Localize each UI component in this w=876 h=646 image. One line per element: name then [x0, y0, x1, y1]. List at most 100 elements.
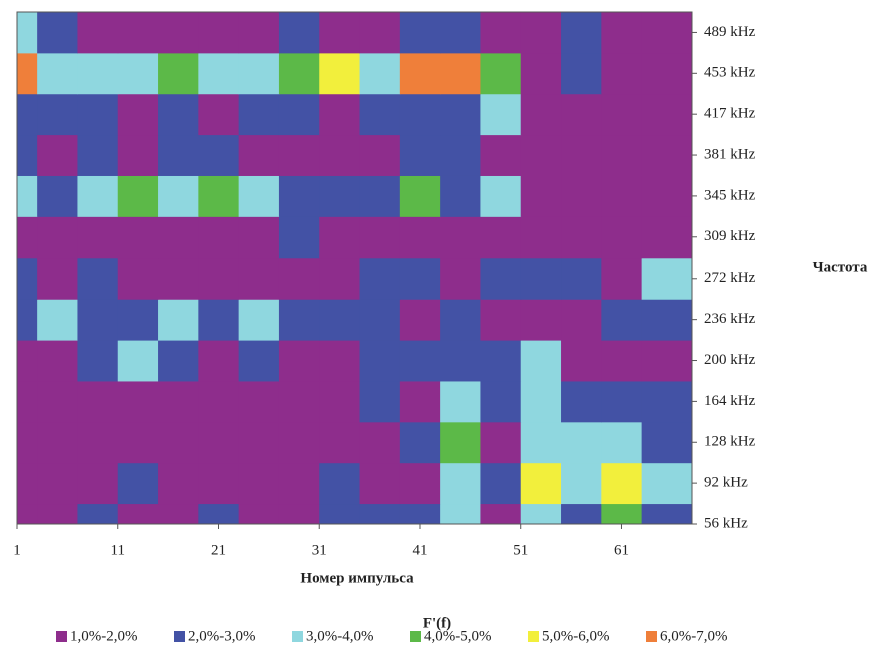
heat-cell: [601, 380, 643, 423]
heat-cell: [601, 12, 643, 54]
heat-cell: [319, 257, 361, 300]
heat-cell: [158, 175, 199, 217]
heat-cell: [601, 134, 643, 176]
heat-cell: [440, 380, 481, 423]
heat-cell: [158, 134, 199, 176]
y-tick-label: 453 kHz: [704, 65, 756, 81]
heat-cell: [319, 503, 361, 524]
heat-cell: [117, 257, 159, 300]
heat-cell: [359, 93, 401, 136]
heat-cell: [17, 380, 38, 423]
legend-label: 3,0%-4,0%: [306, 628, 374, 644]
heat-cell: [520, 52, 562, 95]
heat-cell: [399, 175, 441, 217]
heat-cell: [278, 93, 320, 136]
legend-swatch: [56, 631, 67, 642]
heat-cell: [77, 175, 119, 217]
heat-cell: [561, 380, 602, 423]
heat-cell: [601, 52, 643, 95]
heat-cell: [601, 340, 643, 382]
heat-cell: [77, 380, 119, 423]
heat-cell: [480, 93, 522, 136]
heat-cell: [641, 175, 692, 217]
heat-cell: [399, 52, 441, 95]
heat-cell: [480, 257, 522, 300]
heat-cell: [37, 257, 78, 300]
heat-cell: [117, 175, 159, 217]
heat-cell: [480, 216, 522, 259]
heat-cell: [561, 299, 602, 341]
heat-cell: [440, 299, 481, 341]
heat-cell: [641, 257, 692, 300]
heat-cell: [198, 12, 240, 54]
heat-cell: [238, 380, 280, 423]
heat-cell: [158, 299, 199, 341]
heat-cell: [319, 12, 361, 54]
heat-cell: [319, 340, 361, 382]
x-tick-label: 21: [211, 542, 226, 558]
heat-cell: [359, 257, 401, 300]
heat-cell: [399, 340, 441, 382]
heat-cell: [561, 340, 602, 382]
heat-cell: [117, 12, 159, 54]
heat-cell: [117, 380, 159, 423]
heat-cell: [480, 421, 522, 464]
heat-cell: [77, 257, 119, 300]
heat-cell: [17, 216, 38, 259]
heat-cell: [601, 175, 643, 217]
heat-cell: [601, 257, 643, 300]
heat-cell: [17, 503, 38, 524]
heat-cell: [117, 134, 159, 176]
y-tick-label: 92 kHz: [704, 475, 748, 491]
y-tick-label: 200 kHz: [704, 352, 756, 368]
heat-cell: [641, 340, 692, 382]
heat-cell: [198, 52, 240, 95]
heat-cell: [641, 421, 692, 464]
heat-cell: [561, 216, 602, 259]
legend-label: 1,0%-2,0%: [70, 628, 138, 644]
legend-label: 5,0%-6,0%: [542, 628, 610, 644]
x-tick-label: 31: [312, 542, 327, 558]
heat-cell: [641, 503, 692, 524]
legend-label: 6,0%-7,0%: [660, 628, 728, 644]
heat-cell: [198, 175, 240, 217]
heat-cell: [399, 134, 441, 176]
heat-cell: [359, 380, 401, 423]
legend-title: F'(f): [423, 615, 451, 631]
heat-cell: [37, 380, 78, 423]
heat-cell: [601, 299, 643, 341]
heat-cell: [278, 340, 320, 382]
heat-cell: [641, 134, 692, 176]
heat-cell: [238, 52, 280, 95]
heat-cell: [480, 462, 522, 505]
heat-cell: [520, 12, 562, 54]
heat-cell: [520, 421, 562, 464]
heat-cell: [561, 462, 602, 505]
heat-cell: [238, 216, 280, 259]
heat-cell: [601, 421, 643, 464]
heat-cell: [238, 93, 280, 136]
heat-cell: [520, 462, 562, 505]
heat-cell: [37, 93, 78, 136]
heat-cell: [17, 421, 38, 464]
heat-cell: [77, 52, 119, 95]
heat-cell: [117, 93, 159, 136]
heat-cell: [480, 299, 522, 341]
heat-cell: [278, 12, 320, 54]
legend-swatch: [646, 631, 657, 642]
heat-cell: [198, 93, 240, 136]
y-tick-label: 236 kHz: [704, 311, 756, 327]
heat-cell: [17, 12, 38, 54]
heat-cell: [561, 421, 602, 464]
heat-cell: [77, 503, 119, 524]
heat-cell: [440, 175, 481, 217]
heat-cell: [37, 462, 78, 505]
heat-cell: [158, 503, 199, 524]
heat-cell: [278, 462, 320, 505]
heat-cell: [480, 175, 522, 217]
heat-cell: [520, 380, 562, 423]
heat-cell: [17, 462, 38, 505]
heat-cell: [77, 462, 119, 505]
heat-cell: [117, 52, 159, 95]
heat-cell: [480, 380, 522, 423]
